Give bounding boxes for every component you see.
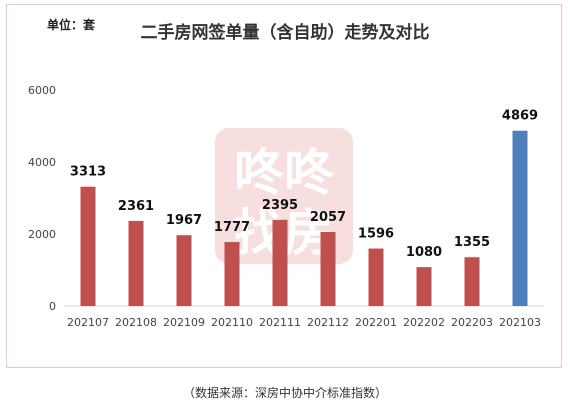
x-tick-label: 202111 <box>259 316 301 329</box>
watermark-background <box>215 128 353 264</box>
bars <box>80 130 528 306</box>
data-label-202111: 2395 <box>262 198 298 213</box>
bar-202112 <box>320 231 336 306</box>
data-label-202203: 1355 <box>454 235 490 250</box>
bar-202107 <box>80 186 96 306</box>
bar-202111 <box>272 219 288 306</box>
data-label-202108: 2361 <box>118 199 154 214</box>
x-axis: 202107 202108 202109 202110 202111 202112 2022… <box>67 316 541 329</box>
x-tick-label: 202109 <box>163 316 205 329</box>
x-tick-label: 202108 <box>115 316 157 329</box>
chart-title: 二手房网签单量（含自助）走势及对比 <box>140 23 430 43</box>
data-label-202112: 2057 <box>310 210 346 225</box>
bar-202109 <box>176 235 192 306</box>
bar-202103 <box>512 130 528 306</box>
source-note: （数据来源：深房中协中介标准指数） <box>182 386 387 400</box>
x-tick-label: 202203 <box>451 316 493 329</box>
data-label-202107: 3313 <box>70 165 106 180</box>
bar-202203 <box>464 257 480 306</box>
x-tick-label: 202112 <box>307 316 349 329</box>
bar-202108 <box>128 221 144 306</box>
y-tick-label: 0 <box>49 300 56 313</box>
bar-202202 <box>416 267 432 306</box>
x-tick-label: 202202 <box>403 316 445 329</box>
chart-frame <box>6 4 562 368</box>
y-tick-label: 6000 <box>28 84 56 97</box>
data-label-202109: 1967 <box>166 213 202 228</box>
y-axis: 0 2000 4000 6000 <box>28 84 56 313</box>
y-tick-label: 4000 <box>28 156 56 169</box>
bar-202201 <box>368 248 384 306</box>
data-label-202202: 1080 <box>406 245 442 260</box>
data-label-202201: 1596 <box>358 227 394 242</box>
x-tick-label: 202103 <box>499 316 541 329</box>
y-tick-label: 2000 <box>28 228 56 241</box>
unit-label: 单位：套 <box>47 18 96 32</box>
x-tick-label: 202110 <box>211 316 253 329</box>
data-label-202103: 4869 <box>502 109 538 124</box>
x-tick-label: 202201 <box>355 316 397 329</box>
data-label-202110: 1777 <box>214 220 250 235</box>
watermark-text-top: 咚咚 <box>234 144 335 202</box>
x-tick-label: 202107 <box>67 316 109 329</box>
bar-202110 <box>224 242 240 306</box>
data-labels: 3313 2361 1967 1777 2395 2057 1596 1080 1355 4869 <box>70 109 538 260</box>
